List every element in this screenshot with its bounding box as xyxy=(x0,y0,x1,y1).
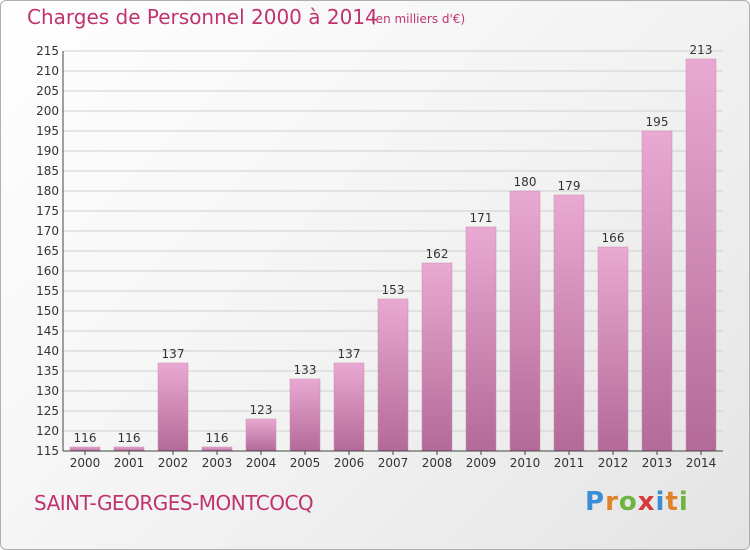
x-tick-label: 2000 xyxy=(70,456,101,470)
logo-letter: i xyxy=(655,487,666,517)
x-tick-label: 2014 xyxy=(686,456,717,470)
x-tick-label: 2004 xyxy=(246,456,277,470)
chart-title: Charges de Personnel 2000 à 2014 xyxy=(27,5,378,29)
y-tick-label: 130 xyxy=(36,384,59,398)
y-tick-label: 205 xyxy=(36,84,59,98)
value-label: 116 xyxy=(118,431,141,445)
value-label: 166 xyxy=(602,231,625,245)
y-tick-label: 155 xyxy=(36,284,59,298)
y-tick-label: 170 xyxy=(36,224,59,238)
bar-2001 xyxy=(113,446,145,452)
chart-subtitle: (en milliers d'€) xyxy=(371,12,466,26)
axes: 115 120 125 130 135 140 145 150 155 160 165 170 175 1… xyxy=(36,43,723,470)
y-tick-label: 140 xyxy=(36,344,59,358)
x-tick-label: 2013 xyxy=(642,456,673,470)
x-tick-label: 2008 xyxy=(422,456,453,470)
logo-letter: P xyxy=(585,487,606,517)
x-tick-label: 2006 xyxy=(334,456,365,470)
bar-2013 xyxy=(641,130,673,452)
bar-2004 xyxy=(245,418,277,452)
value-label: 137 xyxy=(162,347,185,361)
bar-2014 xyxy=(685,58,717,452)
y-tick-label: 160 xyxy=(36,264,59,278)
value-label: 179 xyxy=(558,179,581,193)
bar-2011 xyxy=(553,194,585,452)
bar-2012 xyxy=(597,246,629,452)
bar-2002 xyxy=(157,362,189,452)
y-tick-label: 150 xyxy=(36,304,59,318)
bars xyxy=(69,58,717,452)
x-tick-label: 2002 xyxy=(158,456,189,470)
y-tick-label: 135 xyxy=(36,364,59,378)
value-label: 133 xyxy=(294,363,317,377)
logo-letter: t xyxy=(665,487,679,517)
value-label: 180 xyxy=(514,175,537,189)
x-tick-label: 2009 xyxy=(466,456,497,470)
x-tick-label: 2007 xyxy=(378,456,409,470)
value-label: 116 xyxy=(206,431,229,445)
bar-2009 xyxy=(465,226,497,452)
commune-name: SAINT-GEORGES-MONTCOCQ xyxy=(34,491,314,515)
y-tick-label: 115 xyxy=(36,444,59,458)
x-tick-label: 2012 xyxy=(598,456,629,470)
y-tick-label: 195 xyxy=(36,124,59,138)
value-label: 137 xyxy=(338,347,361,361)
value-label: 213 xyxy=(690,43,713,57)
bar-2008 xyxy=(421,262,453,452)
y-tick-label: 185 xyxy=(36,164,59,178)
x-tick-label: 2001 xyxy=(114,456,145,470)
y-tick-label: 125 xyxy=(36,404,59,418)
logo-letter: x xyxy=(637,487,656,517)
bar-2005 xyxy=(289,378,321,452)
value-label: 162 xyxy=(426,247,449,261)
value-label: 171 xyxy=(470,211,493,225)
bar-2003 xyxy=(201,446,233,452)
y-tick-label: 175 xyxy=(36,204,59,218)
y-tick-label: 200 xyxy=(36,104,59,118)
x-tick-label: 2010 xyxy=(510,456,541,470)
y-tick-label: 165 xyxy=(36,244,59,258)
y-tick-label: 120 xyxy=(36,424,59,438)
y-tick-label: 145 xyxy=(36,324,59,338)
y-tick-label: 215 xyxy=(36,44,59,58)
logo-letter: o xyxy=(618,487,638,517)
x-tick-label: 2011 xyxy=(554,456,585,470)
x-tick-label: 2005 xyxy=(290,456,321,470)
proxiti-logo[interactable]: Proxiti xyxy=(585,487,689,517)
logo-letter: i xyxy=(678,487,689,517)
value-label: 116 xyxy=(74,431,97,445)
value-label: 123 xyxy=(250,403,273,417)
x-tick-label: 2003 xyxy=(202,456,233,470)
logo-letter: r xyxy=(605,487,619,517)
y-tick-label: 210 xyxy=(36,64,59,78)
bar-2007 xyxy=(377,298,409,452)
bar-2000 xyxy=(69,446,101,452)
value-label: 153 xyxy=(382,283,405,297)
y-tick-label: 190 xyxy=(36,144,59,158)
value-label: 195 xyxy=(646,115,669,129)
y-tick-label: 180 xyxy=(36,184,59,198)
bar-2006 xyxy=(333,362,365,452)
bar-2010 xyxy=(509,190,541,452)
